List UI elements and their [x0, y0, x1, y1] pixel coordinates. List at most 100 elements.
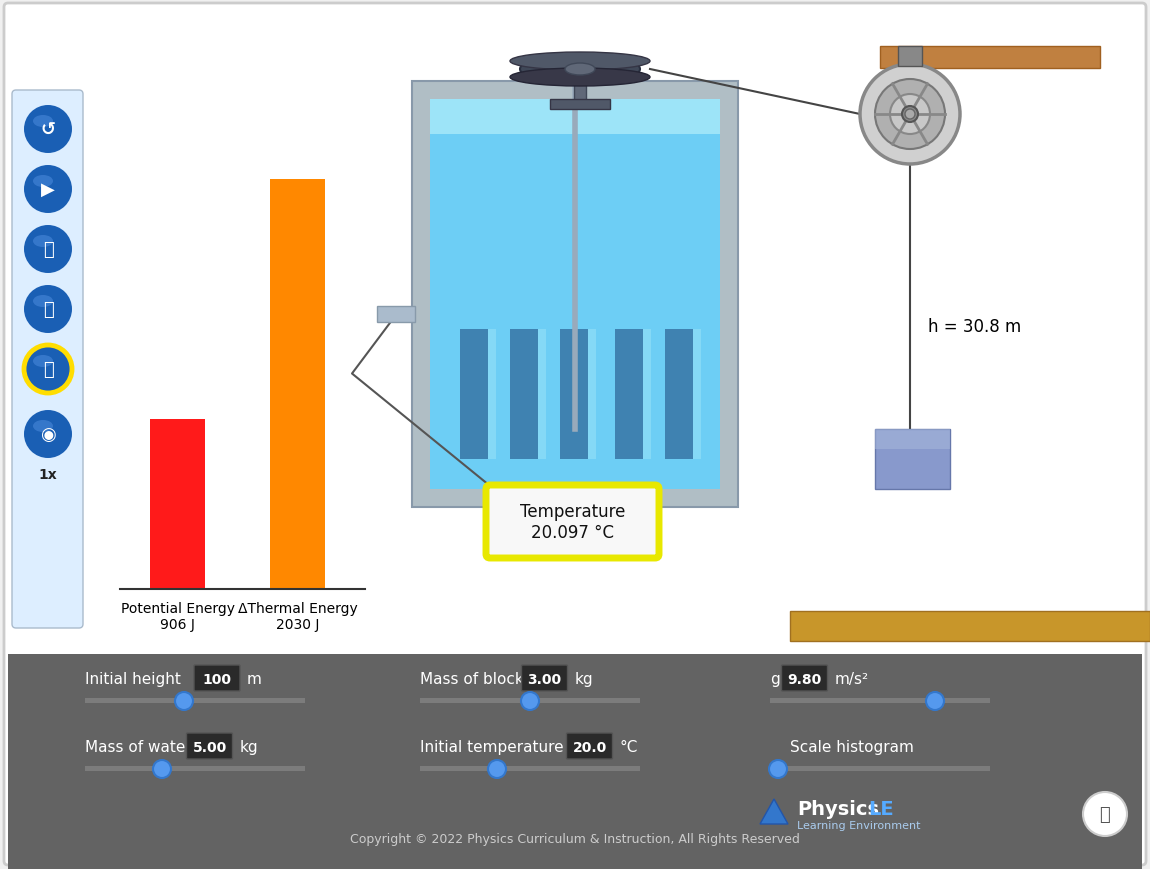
- Text: 5.00: 5.00: [192, 740, 227, 754]
- Circle shape: [905, 109, 915, 120]
- Bar: [430, 100, 720, 489]
- Bar: [665, 329, 693, 460]
- Text: Temperature
20.097 °C: Temperature 20.097 °C: [520, 502, 626, 541]
- Bar: [588, 329, 596, 460]
- Text: ◉: ◉: [40, 426, 56, 443]
- Circle shape: [1083, 792, 1127, 836]
- Bar: [412, 82, 738, 507]
- Text: Initial temperature: Initial temperature: [420, 740, 564, 754]
- Text: 906 J: 906 J: [160, 617, 196, 631]
- FancyBboxPatch shape: [567, 733, 613, 760]
- Bar: [643, 329, 651, 460]
- Bar: [85, 766, 305, 771]
- Text: ▶: ▶: [41, 181, 55, 199]
- Bar: [770, 766, 990, 771]
- Ellipse shape: [509, 53, 650, 71]
- Text: Potential Energy: Potential Energy: [121, 601, 235, 615]
- Circle shape: [24, 226, 72, 274]
- Bar: [574, 84, 586, 104]
- FancyBboxPatch shape: [486, 486, 659, 559]
- Bar: [377, 306, 415, 322]
- Text: ⛶: ⛶: [1099, 805, 1111, 823]
- Text: m/s²: m/s²: [835, 672, 868, 687]
- Bar: [615, 329, 643, 460]
- Bar: [460, 329, 488, 460]
- Ellipse shape: [33, 355, 53, 368]
- Circle shape: [902, 107, 918, 123]
- Text: kg: kg: [239, 740, 258, 754]
- Ellipse shape: [520, 55, 641, 85]
- Text: Learning Environment: Learning Environment: [797, 820, 920, 830]
- Circle shape: [488, 760, 506, 778]
- Circle shape: [24, 286, 72, 334]
- Text: ⏸: ⏸: [43, 241, 53, 259]
- Circle shape: [521, 693, 539, 710]
- Text: Scale histogram: Scale histogram: [790, 740, 914, 754]
- Text: Mass of block: Mass of block: [420, 672, 523, 687]
- Circle shape: [769, 760, 787, 778]
- Text: Physics: Physics: [797, 799, 879, 819]
- Ellipse shape: [33, 176, 53, 188]
- Bar: [420, 698, 641, 703]
- Bar: [898, 47, 922, 67]
- Bar: [8, 654, 1142, 869]
- Text: 1x: 1x: [39, 468, 58, 481]
- Bar: [270, 180, 325, 589]
- Circle shape: [153, 760, 171, 778]
- Circle shape: [926, 693, 944, 710]
- Text: h = 30.8 m: h = 30.8 m: [928, 318, 1021, 336]
- Text: 100: 100: [202, 673, 231, 687]
- Bar: [85, 698, 305, 703]
- FancyBboxPatch shape: [12, 91, 83, 628]
- Text: Mass of water: Mass of water: [85, 740, 192, 754]
- Text: Initial height: Initial height: [85, 672, 181, 687]
- Ellipse shape: [33, 421, 53, 433]
- FancyBboxPatch shape: [782, 666, 828, 691]
- Text: ⏭: ⏭: [43, 301, 53, 319]
- Circle shape: [24, 410, 72, 459]
- Text: ⏮: ⏮: [43, 361, 53, 379]
- Text: 9.80: 9.80: [788, 673, 821, 687]
- Text: ΔThermal Energy: ΔThermal Energy: [238, 601, 358, 615]
- Bar: [693, 329, 701, 460]
- Text: kg: kg: [575, 672, 593, 687]
- Bar: [770, 698, 990, 703]
- Ellipse shape: [33, 295, 53, 308]
- Bar: [509, 329, 538, 460]
- Ellipse shape: [33, 235, 53, 248]
- Polygon shape: [760, 799, 788, 824]
- Circle shape: [860, 65, 960, 165]
- Ellipse shape: [509, 69, 650, 87]
- Bar: [880, 47, 1101, 69]
- Circle shape: [24, 346, 72, 394]
- Text: m: m: [247, 672, 262, 687]
- Text: g: g: [770, 672, 780, 687]
- Bar: [150, 420, 205, 589]
- Text: 20.0: 20.0: [573, 740, 607, 754]
- Text: Copyright © 2022 Physics Curriculum & Instruction, All Rights Reserved: Copyright © 2022 Physics Curriculum & In…: [350, 833, 800, 846]
- Circle shape: [175, 693, 193, 710]
- Ellipse shape: [33, 116, 53, 128]
- Bar: [420, 766, 641, 771]
- Bar: [875, 429, 950, 489]
- Text: 3.00: 3.00: [528, 673, 561, 687]
- Text: 2030 J: 2030 J: [276, 617, 320, 631]
- Bar: [538, 329, 546, 460]
- Ellipse shape: [565, 64, 595, 76]
- Bar: [488, 329, 496, 460]
- Text: LE: LE: [868, 799, 894, 819]
- Bar: [875, 429, 950, 449]
- Bar: [560, 329, 588, 460]
- Circle shape: [24, 166, 72, 214]
- FancyBboxPatch shape: [186, 733, 232, 760]
- FancyBboxPatch shape: [3, 4, 1147, 865]
- Bar: [550, 100, 610, 109]
- FancyBboxPatch shape: [521, 666, 567, 691]
- Bar: [430, 100, 720, 135]
- Circle shape: [875, 80, 945, 149]
- Circle shape: [24, 106, 72, 154]
- Circle shape: [890, 95, 930, 135]
- Text: ↺: ↺: [40, 121, 55, 139]
- FancyBboxPatch shape: [194, 666, 240, 691]
- Bar: [790, 611, 1150, 641]
